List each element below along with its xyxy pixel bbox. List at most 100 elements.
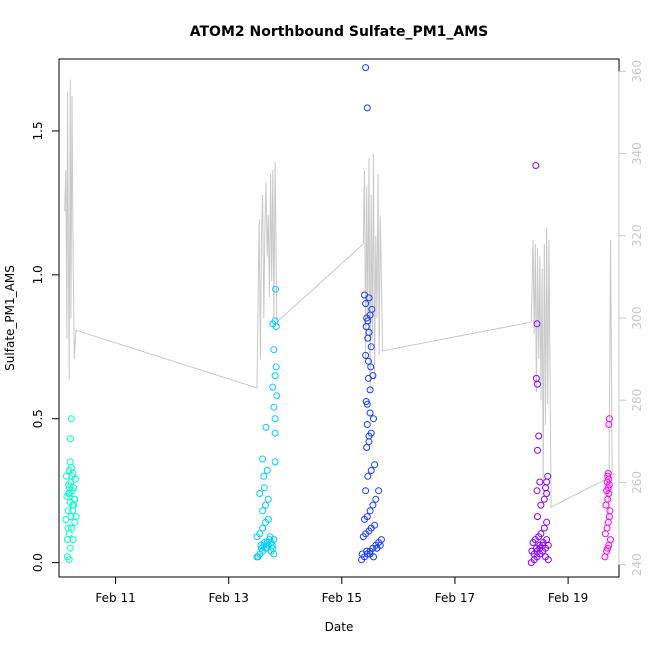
data-point [65, 490, 73, 497]
data-point [69, 507, 77, 515]
data-point [537, 501, 545, 509]
data-point [66, 544, 74, 552]
data-point [534, 380, 541, 388]
data-point [62, 515, 70, 523]
data-point [272, 285, 280, 293]
data-point [259, 455, 267, 463]
data-point [533, 320, 541, 328]
data-point [543, 536, 551, 544]
y-tick-label: 0.0 [31, 553, 45, 572]
data-point [363, 444, 371, 451]
data-point [367, 467, 375, 474]
x-tick-label: Feb 11 [95, 591, 135, 605]
data-point [543, 478, 551, 486]
data-point [604, 472, 612, 480]
data-point [260, 539, 268, 546]
data-point [364, 374, 372, 382]
y-tick-label: 1.5 [31, 121, 45, 140]
data-point [364, 472, 372, 480]
data-point [262, 423, 270, 431]
x-tick-label: Feb 17 [435, 591, 475, 605]
data-point [260, 484, 268, 492]
data-point [544, 472, 552, 480]
data-point [70, 484, 78, 492]
data-point [367, 343, 375, 351]
points-layer [62, 64, 614, 567]
data-point [365, 328, 373, 336]
data-point [535, 432, 543, 440]
data-point [266, 533, 274, 541]
y-axis: 0.0 0.5 1.0 1.5 [31, 121, 60, 572]
data-point [364, 357, 372, 365]
x-tick-label: Feb 13 [209, 591, 249, 605]
data-point [270, 403, 278, 411]
data-point [375, 487, 383, 495]
data-point [362, 64, 370, 72]
y2-tick-label: 260 [630, 471, 644, 494]
data-point [64, 536, 71, 544]
data-point [66, 435, 74, 443]
y2-tick-label: 340 [630, 142, 644, 165]
data-point [366, 386, 374, 394]
data-point [260, 472, 268, 480]
y2-tick-label: 280 [630, 389, 644, 412]
data-point [67, 415, 75, 423]
data-point [67, 524, 75, 532]
y-tick-label: 0.5 [31, 409, 45, 428]
data-point [256, 490, 264, 497]
data-point [268, 541, 276, 549]
y-axis-label: Sulfate_PM1_AMS [3, 265, 17, 371]
data-point [366, 507, 374, 515]
data-point [607, 536, 614, 544]
data-point [537, 530, 545, 538]
y-tick-label: 1.0 [31, 265, 45, 284]
data-point [361, 291, 368, 299]
data-point [65, 556, 73, 564]
data-point [370, 415, 377, 423]
data-point [533, 487, 541, 495]
data-point [256, 530, 264, 538]
data-point [536, 478, 544, 486]
data-point [365, 438, 373, 446]
data-point [543, 490, 551, 497]
data-point [271, 429, 279, 437]
data-point [265, 536, 273, 544]
data-point [362, 487, 370, 495]
data-point [263, 544, 271, 552]
data-point [259, 507, 267, 515]
data-point [263, 467, 271, 474]
data-point [363, 513, 371, 521]
data-point [64, 524, 72, 532]
data-point [539, 541, 547, 549]
data-point [371, 461, 379, 469]
chart-title: ATOM2 Northbound Sulfate_PM1_AMS [190, 24, 488, 40]
data-point [542, 484, 549, 492]
data-point [271, 458, 279, 466]
secondary-series-line [64, 79, 615, 524]
data-point [269, 383, 277, 391]
data-point [67, 513, 75, 521]
data-point [70, 501, 78, 509]
data-point [64, 507, 72, 515]
data-point [364, 334, 372, 342]
data-point [363, 104, 371, 112]
data-point [262, 501, 269, 509]
data-point [264, 495, 272, 503]
data-point [372, 495, 380, 503]
plot-frame [58, 58, 620, 578]
data-point [544, 556, 552, 564]
data-point [270, 346, 278, 354]
data-point [271, 317, 279, 325]
data-point [603, 524, 611, 532]
y2-axis: 240 260 280 300 320 340 360 [618, 60, 644, 576]
data-point [601, 530, 609, 538]
y2-tick-label: 240 [630, 553, 644, 576]
data-point [369, 501, 377, 509]
y2-tick-label: 320 [630, 224, 644, 247]
data-point [66, 458, 74, 466]
data-point [271, 415, 279, 423]
data-point [71, 518, 79, 526]
data-point [365, 432, 373, 440]
data-point [532, 162, 540, 169]
